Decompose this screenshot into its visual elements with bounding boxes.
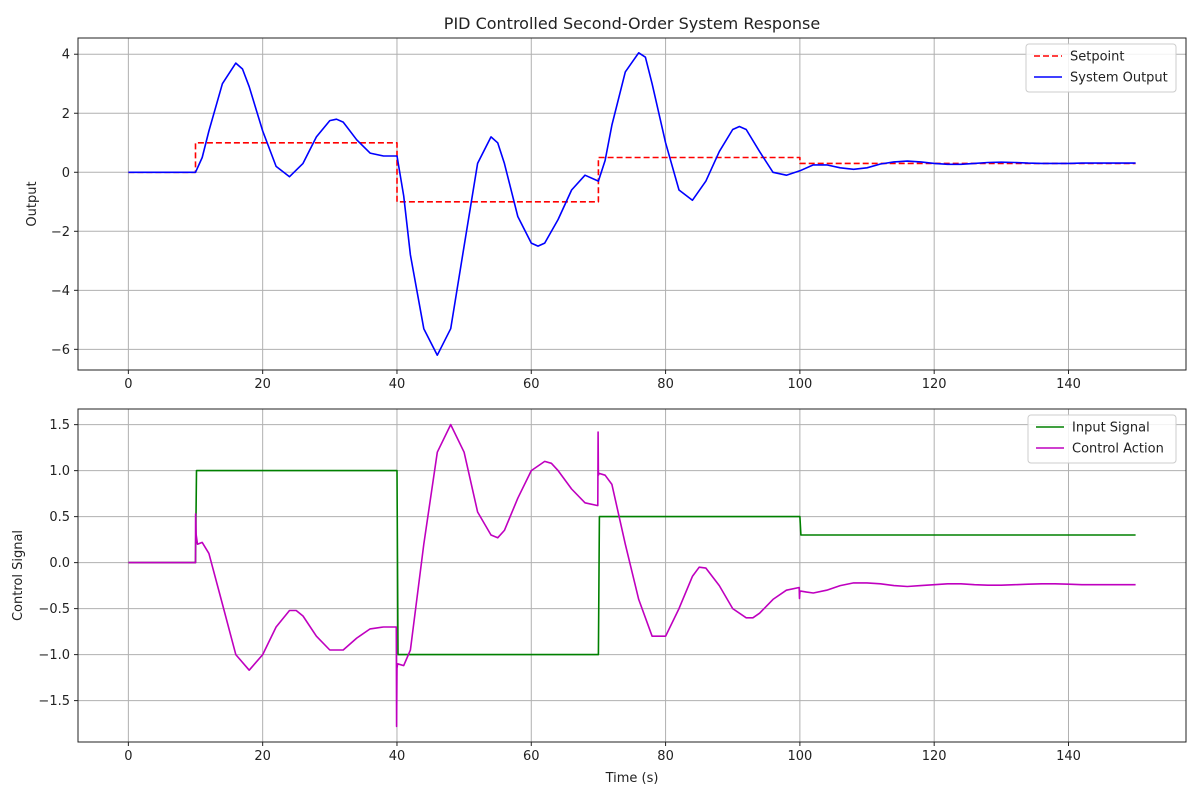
- x-tick-label: 40: [389, 749, 406, 764]
- legend-label: Input Signal: [1072, 421, 1150, 436]
- y-tick-label: −1.5: [38, 694, 70, 709]
- x-tick-label: 80: [657, 377, 674, 392]
- x-tick-label: 0: [124, 377, 132, 392]
- legend-box: [1027, 414, 1177, 464]
- y-tick-label: −0.5: [38, 602, 70, 617]
- y-tick-label: −4: [51, 284, 70, 299]
- x-tick-label: 140: [1056, 749, 1081, 764]
- y-tick-label: 1.0: [49, 464, 70, 479]
- series-line-control-action: [128, 423, 1136, 728]
- x-tick-label: 120: [922, 377, 947, 392]
- y-tick-label: −2: [51, 225, 70, 240]
- control-panel: 0 20 40 60 80 100 120 140 −1.5 −1.0 −0.5 0.0 0.5 1.0…: [11, 408, 1187, 786]
- y-tick-label: 0.0: [49, 556, 70, 571]
- series-line-setpoint: [128, 142, 1136, 203]
- x-tick-label: 140: [1056, 377, 1081, 392]
- x-tick-label: 20: [254, 749, 271, 764]
- y-tick-label: 0: [62, 166, 70, 181]
- x-tick-label: 60: [523, 377, 540, 392]
- control-plot-frame: [77, 408, 1187, 743]
- x-tick-label: 100: [787, 377, 812, 392]
- series-line-system-output: [128, 51, 1136, 357]
- y-tick-label: 2: [62, 107, 70, 122]
- x-tick-label: 100: [787, 749, 812, 764]
- legend-label: Control Action: [1072, 442, 1164, 457]
- output-legend: Setpoint System Output: [1025, 43, 1177, 93]
- control-legend: Input Signal Control Action: [1027, 414, 1177, 464]
- legend-label: System Output: [1070, 71, 1168, 86]
- x-tick-label: 20: [254, 377, 271, 392]
- output-y-axis-label: Output: [25, 181, 40, 226]
- x-tick-label: 60: [523, 749, 540, 764]
- y-tick-label: 0.5: [49, 510, 70, 525]
- x-tick-label: 80: [657, 749, 674, 764]
- legend-label: Setpoint: [1070, 50, 1125, 65]
- chart-title: PID Controlled Second-Order System Respo…: [444, 14, 820, 33]
- x-tick-label: 120: [922, 749, 947, 764]
- x-tick-label: 0: [124, 749, 132, 764]
- y-tick-label: −1.0: [38, 648, 70, 663]
- output-panel: 0 20 40 60 80 100 120 140 −6 −4 −2 0 2 4 PID Control…: [25, 14, 1187, 392]
- control-y-axis-label: Control Signal: [11, 530, 26, 621]
- time-x-axis-label: Time (s): [605, 771, 659, 786]
- y-tick-label: −6: [51, 343, 70, 358]
- legend-box: [1025, 43, 1177, 93]
- output-plot-frame: [77, 37, 1187, 371]
- y-tick-label: 4: [62, 48, 70, 63]
- x-tick-label: 40: [389, 377, 406, 392]
- y-tick-label: 1.5: [49, 418, 70, 433]
